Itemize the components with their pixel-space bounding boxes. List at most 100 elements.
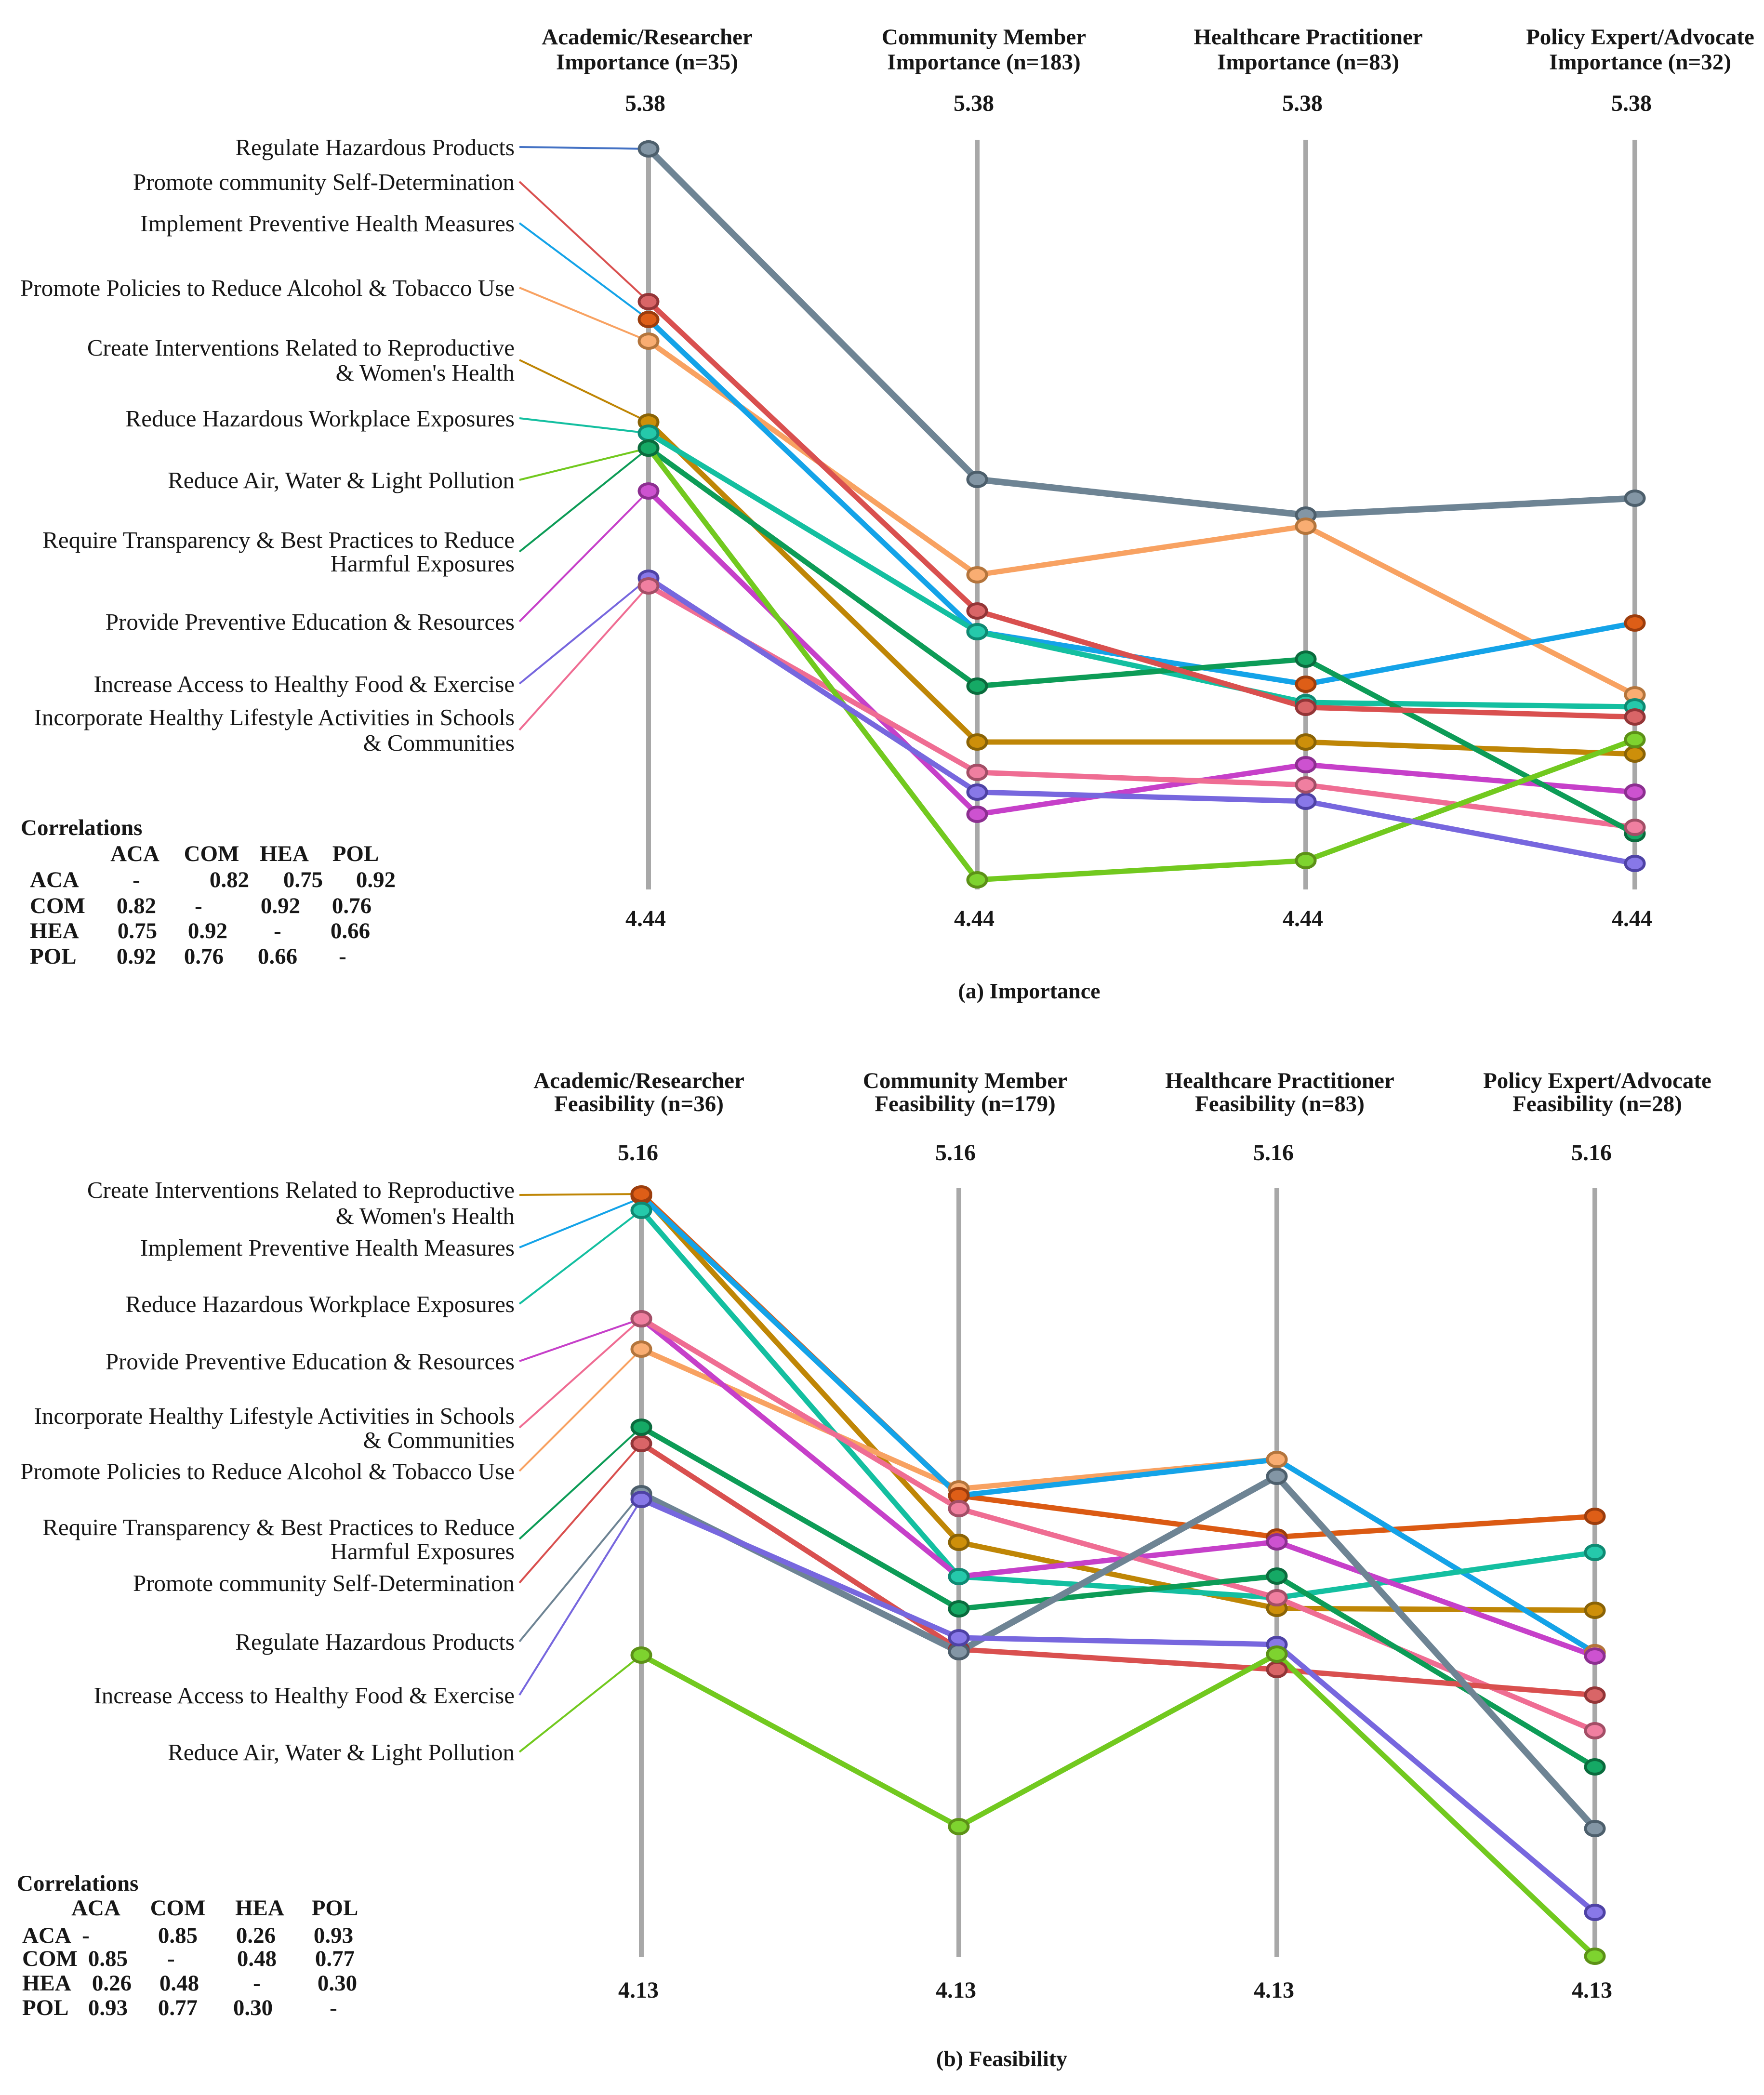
svg-text:Academic/Researcher: Academic/Researcher [533,1068,744,1093]
svg-text:4.13: 4.13 [936,1977,976,2003]
svg-text:-: - [274,918,281,943]
svg-text:0.93: 0.93 [88,1995,128,2020]
svg-text:0.85: 0.85 [158,1923,198,1948]
svg-text:Reduce Air, Water & Light Poll: Reduce Air, Water & Light Pollution [168,1739,515,1765]
svg-text:Community Member: Community Member [882,25,1086,50]
svg-text:5.38: 5.38 [1611,91,1652,116]
svg-text:Create Interventions Related t: Create Interventions Related to Reproduc… [87,334,515,361]
svg-text:4.44: 4.44 [954,906,995,931]
svg-text:5.16: 5.16 [1253,1140,1294,1166]
svg-text:Require Transparency & Best Pr: Require Transparency & Best Practices to… [42,527,515,553]
svg-text:Importance (n=83): Importance (n=83) [1217,50,1399,75]
svg-text:4.13: 4.13 [1572,1977,1612,2003]
svg-text:-: - [133,867,140,892]
svg-text:0.76: 0.76 [184,944,224,969]
svg-text:5.16: 5.16 [935,1140,976,1166]
svg-text:Implement Preventive Health Me: Implement Preventive Health Measures [140,1234,515,1261]
svg-text:(b) Feasibility: (b) Feasibility [936,2046,1067,2071]
svg-text:& Women's Health: & Women's Health [336,1203,515,1229]
svg-text:Regulate Hazardous Products: Regulate Hazardous Products [235,134,515,160]
svg-text:Promote Policies to Reduce Alc: Promote Policies to Reduce Alcohol & Tob… [20,1458,515,1485]
svg-text:Feasibility (n=36): Feasibility (n=36) [554,1091,724,1116]
svg-text:0.82: 0.82 [117,893,156,918]
svg-text:Promote community Self-Determi: Promote community Self-Determination [133,169,515,195]
svg-text:0.48: 0.48 [159,1971,199,1996]
svg-text:4.44: 4.44 [625,906,666,931]
svg-text:0.75: 0.75 [283,867,323,892]
svg-text:HEA: HEA [22,1971,71,1996]
svg-text:COM: COM [184,841,239,866]
svg-text:Importance (n=35): Importance (n=35) [556,50,738,75]
svg-text:Increase Access to Healthy Foo: Increase Access to Healthy Food & Exerci… [93,1682,515,1709]
svg-text:4.44: 4.44 [1283,906,1323,931]
svg-text:0.85: 0.85 [88,1946,128,1971]
svg-text:POL: POL [332,841,379,866]
svg-text:Promote Policies to Reduce Alc: Promote Policies to Reduce Alcohol & Tob… [20,275,515,301]
svg-text:& Communities: & Communities [363,729,515,756]
svg-text:COM: COM [30,893,85,918]
svg-text:-: - [167,1946,175,1971]
svg-text:0.66: 0.66 [258,944,297,969]
svg-text:0.30: 0.30 [318,1971,357,1996]
svg-text:Reduce Hazardous Workplace Exp: Reduce Hazardous Workplace Exposures [126,405,515,432]
svg-text:ACA: ACA [30,867,79,892]
svg-text:4.44: 4.44 [1612,906,1652,931]
svg-text:Importance (n=183): Importance (n=183) [887,50,1080,75]
svg-text:0.92: 0.92 [188,918,227,943]
svg-text:Reduce Air, Water & Light Poll: Reduce Air, Water & Light Pollution [168,467,515,493]
svg-text:POL: POL [22,1995,69,2020]
svg-text:-: - [82,1923,90,1948]
svg-text:Implement Preventive Health Me: Implement Preventive Health Measures [140,210,515,237]
svg-text:4.13: 4.13 [618,1977,659,2003]
svg-text:Policy Expert/Advocate: Policy Expert/Advocate [1526,25,1754,50]
svg-text:Regulate Hazardous Products: Regulate Hazardous Products [235,1629,515,1655]
svg-text:HEA: HEA [260,841,309,866]
svg-text:Healthcare Practitioner: Healthcare Practitioner [1165,1068,1394,1093]
svg-text:0.26: 0.26 [92,1971,132,1996]
svg-text:0.92: 0.92 [356,867,396,892]
svg-text:Increase Access to Healthy Foo: Increase Access to Healthy Food & Exerci… [93,671,515,697]
svg-text:0.48: 0.48 [237,1946,277,1971]
svg-text:5.38: 5.38 [625,91,665,116]
svg-text:5.16: 5.16 [618,1140,658,1166]
svg-text:Feasibility (n=83): Feasibility (n=83) [1195,1091,1365,1116]
svg-text:0.77: 0.77 [315,1946,355,1971]
svg-text:& Women's Health: & Women's Health [336,359,515,386]
svg-text:Harmful Exposures: Harmful Exposures [331,1538,515,1565]
svg-text:Require Transparency & Best Pr: Require Transparency & Best Practices to… [42,1514,515,1540]
svg-text:Community Member: Community Member [863,1068,1067,1093]
svg-text:Healthcare Practitioner: Healthcare Practitioner [1194,25,1422,50]
svg-text:Provide Preventive Education &: Provide Preventive Education & Resources [106,609,515,635]
svg-text:-: - [330,1995,337,2020]
svg-text:Correlations: Correlations [17,1871,138,1896]
svg-text:-: - [195,893,202,918]
svg-text:5.38: 5.38 [954,91,994,116]
svg-text:Correlations: Correlations [21,815,142,840]
svg-text:ACA: ACA [110,841,159,866]
svg-text:0.93: 0.93 [314,1923,353,1948]
svg-text:Academic/Researcher: Academic/Researcher [542,25,753,50]
svg-text:Feasibility (n=28): Feasibility (n=28) [1512,1091,1682,1116]
svg-text:Promote community Self-Determi: Promote community Self-Determination [133,1570,515,1596]
svg-text:& Communities: & Communities [363,1427,515,1453]
svg-text:Reduce Hazardous Workplace Exp: Reduce Hazardous Workplace Exposures [126,1291,515,1317]
svg-text:POL: POL [312,1896,358,1921]
svg-text:HEA: HEA [30,918,79,943]
svg-text:Importance (n=32): Importance (n=32) [1549,50,1731,75]
svg-text:COM: COM [22,1946,78,1971]
svg-text:4.13: 4.13 [1254,1977,1294,2003]
svg-text:0.77: 0.77 [158,1995,198,2020]
svg-text:POL: POL [30,944,77,969]
svg-text:0.92: 0.92 [261,893,300,918]
svg-text:-: - [253,1971,261,1996]
svg-text:Create Interventions Related t: Create Interventions Related to Reproduc… [87,1177,515,1203]
svg-text:(a) Importance: (a) Importance [958,979,1100,1003]
svg-text:ACA: ACA [22,1923,71,1948]
svg-text:-: - [339,944,346,969]
svg-text:5.16: 5.16 [1571,1140,1612,1166]
svg-text:Policy Expert/Advocate: Policy Expert/Advocate [1483,1068,1711,1093]
svg-text:Incorporate Healthy Lifestyle: Incorporate Healthy Lifestyle Activities… [34,704,515,730]
svg-text:HEA: HEA [235,1896,284,1921]
svg-text:0.26: 0.26 [236,1923,276,1948]
svg-text:Feasibility (n=179): Feasibility (n=179) [875,1091,1055,1116]
